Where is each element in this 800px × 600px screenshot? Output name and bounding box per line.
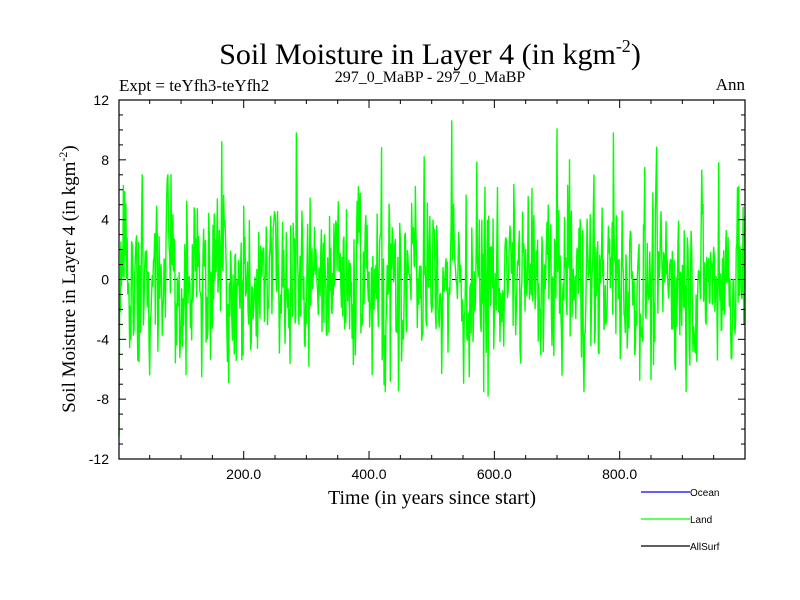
y-tick-label: 8 — [101, 152, 109, 168]
y-tick-label: -4 — [97, 331, 110, 347]
x-tick-label: 400.0 — [352, 466, 387, 482]
y-tick-label: -12 — [89, 451, 109, 467]
series-lines — [118, 120, 746, 437]
subtitle-season: Ann — [716, 75, 746, 94]
legend-label-ocean: Ocean — [690, 488, 719, 499]
legend-label-land: Land — [690, 515, 712, 526]
y-tick-label: 4 — [101, 212, 109, 228]
y-tick-label: 0 — [101, 272, 109, 288]
y-axis-label: Soil Moisture in Layer 4 (in kgm-2) — [56, 145, 80, 413]
subtitle-experiment: Expt = teYfh3-teYfh2 — [119, 76, 269, 95]
x-tick-label: 200.0 — [226, 466, 261, 482]
y-tick-label: -8 — [97, 391, 110, 407]
axis-tick-labels: -12 -8 -4 0 4 8 12 200.0 400.0 600.0 800.0 — [89, 92, 638, 482]
x-axis-label: Time (in years since start) — [328, 487, 536, 509]
x-tick-label: 800.0 — [602, 466, 637, 482]
chart-title: Soil Moisture in Layer 4 (in kgm-2) — [219, 36, 641, 71]
legend: Ocean Land AllSurf — [641, 488, 720, 553]
legend-label-allsurf: AllSurf — [690, 542, 720, 553]
subtitle-period: 297_0_MaBP - 297_0_MaBP — [335, 69, 526, 86]
y-tick-label: 12 — [93, 92, 109, 108]
series-line-land — [118, 120, 746, 437]
plot-frame — [118, 99, 746, 460]
x-tick-label: 600.0 — [477, 466, 512, 482]
